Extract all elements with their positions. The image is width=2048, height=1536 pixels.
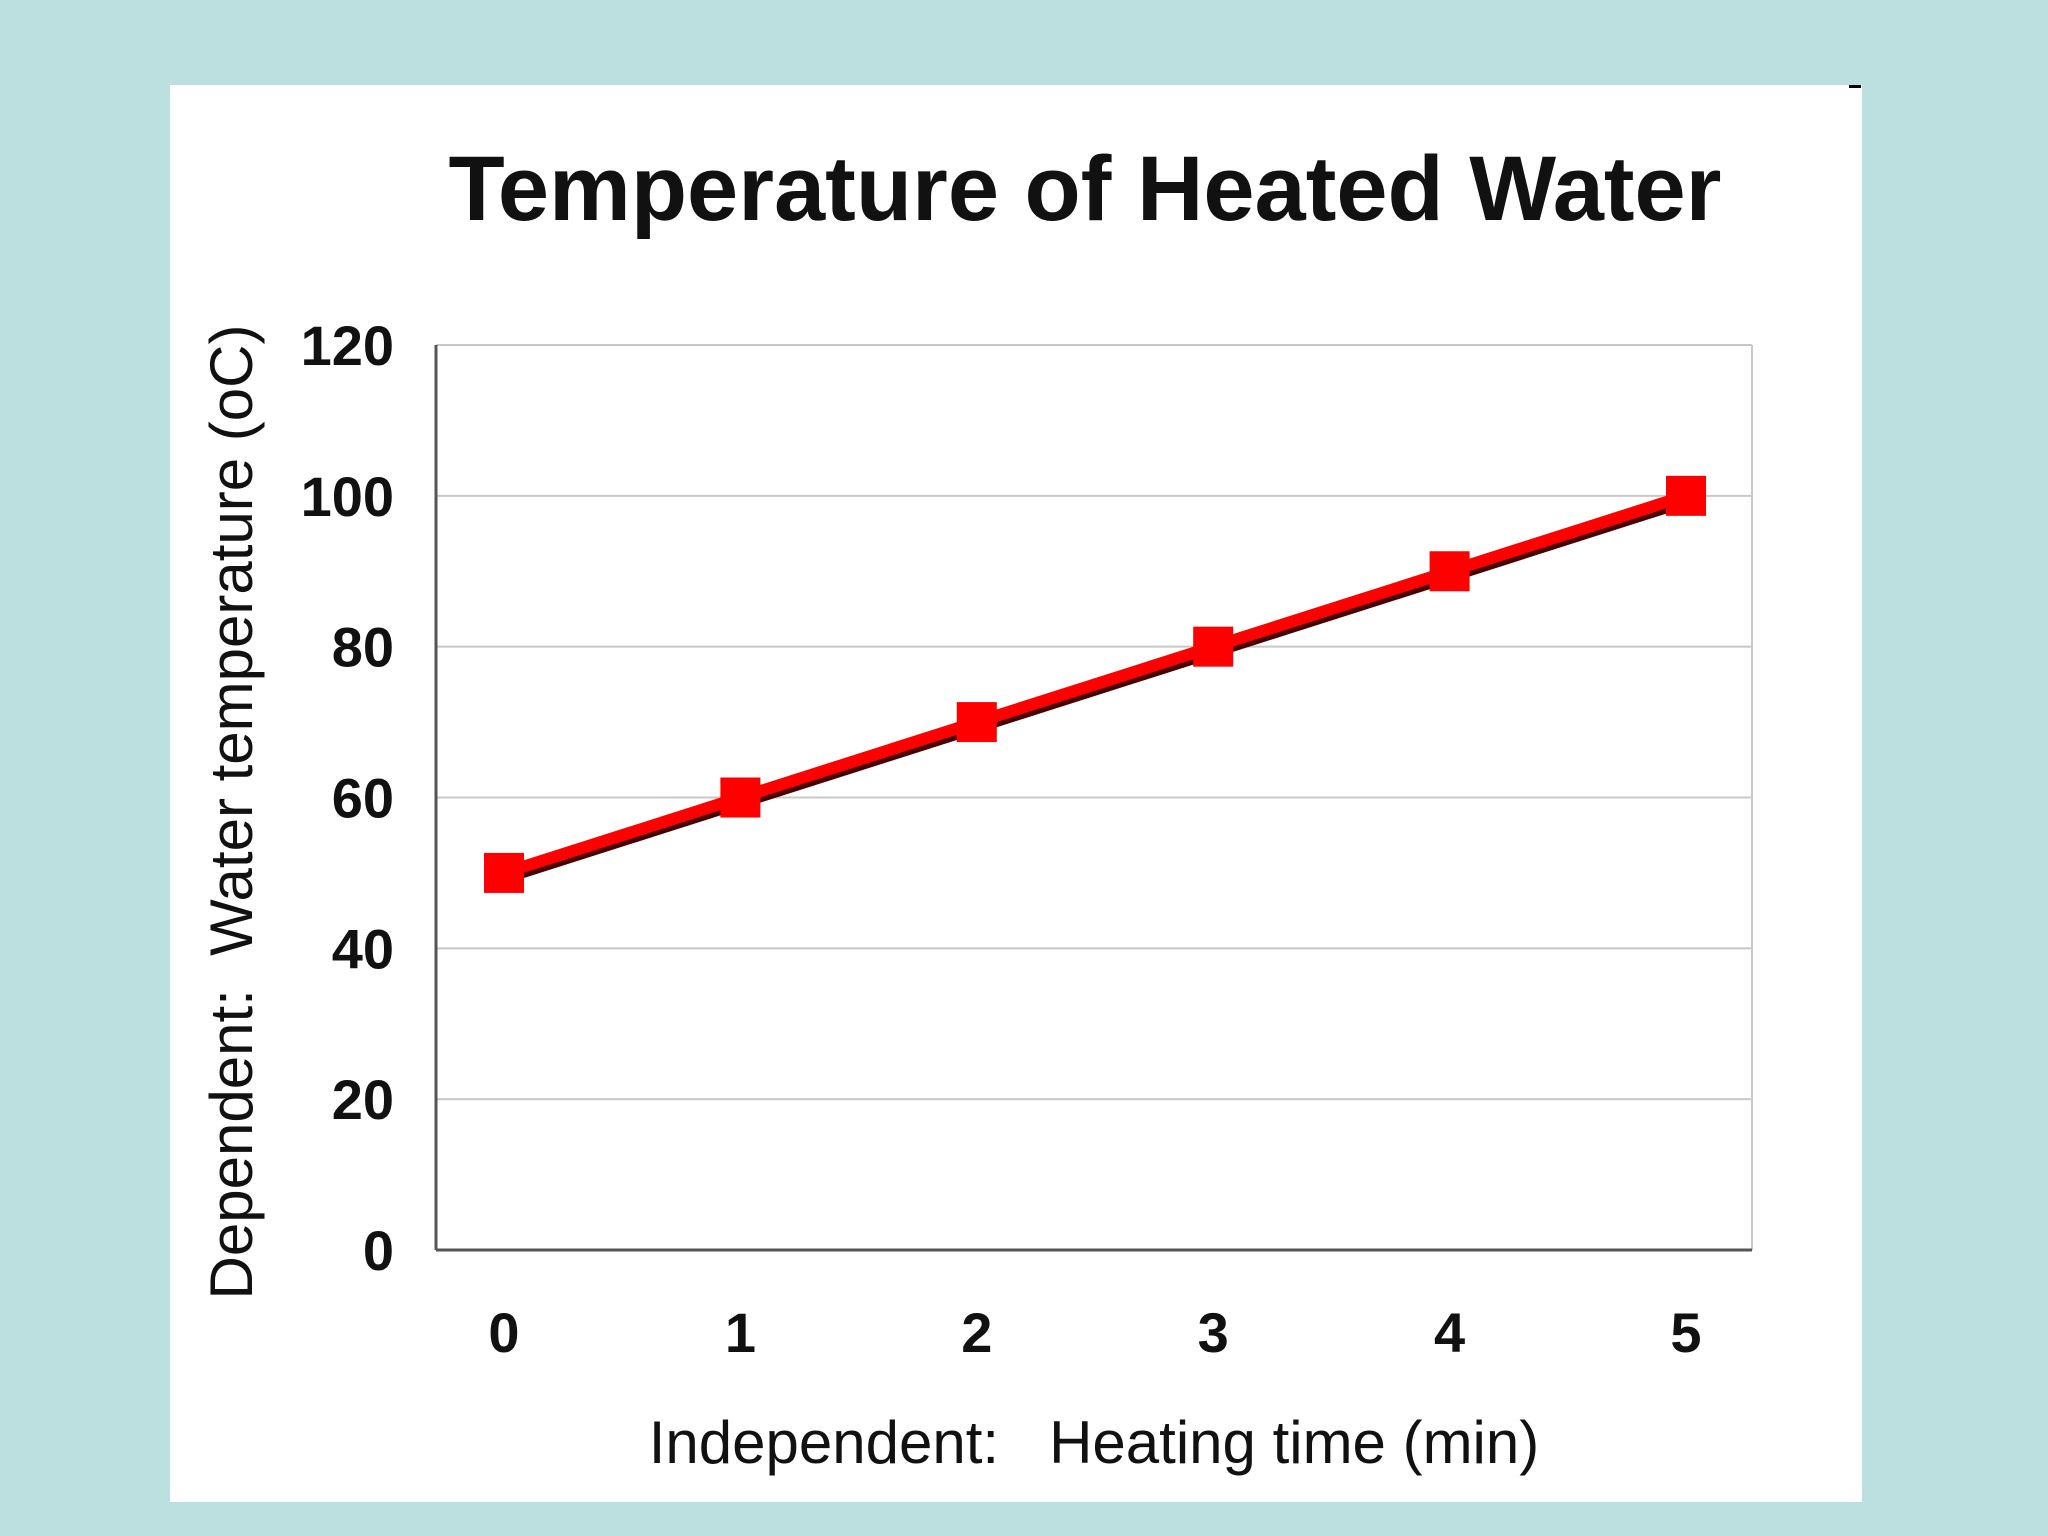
data-point-1 [720, 777, 761, 818]
stray-dash-mark [1849, 85, 1861, 88]
data-point-2 [956, 702, 997, 743]
y-tick-labels: 0 20 40 60 80 100 120 [301, 314, 394, 1282]
x-tick-label-5: 5 [1670, 1301, 1701, 1364]
y-tick-label-100: 100 [301, 465, 394, 528]
data-point-0 [484, 852, 524, 893]
x-axis-label: Independent: Heating time (min) [649, 1409, 1539, 1476]
plot-frame [434, 344, 1753, 1252]
data-point-4 [1429, 551, 1470, 592]
y-tick-label-120: 120 [301, 314, 394, 377]
x-tick-label-1: 1 [725, 1301, 756, 1364]
y-tick-label-0: 0 [363, 1219, 394, 1282]
x-tick-labels: 0 1 2 3 4 5 [488, 1301, 1701, 1364]
x-tick-label-3: 3 [1198, 1301, 1229, 1364]
y-tick-label-80: 80 [332, 616, 394, 679]
y-axis-label: Dependent: Water temperature (oC) [198, 325, 265, 1300]
chart-title: Temperature of Heated Water [449, 138, 1722, 240]
y-tick-label-40: 40 [332, 917, 394, 980]
x-tick-label-2: 2 [961, 1301, 992, 1364]
data-point-3 [1193, 626, 1234, 667]
series-water-temperature [484, 475, 1706, 893]
grid-lines [436, 344, 1752, 1101]
chart-panel [170, 85, 1862, 1502]
x-tick-label-4: 4 [1434, 1301, 1465, 1364]
y-tick-label-60: 60 [332, 767, 394, 830]
data-point-5 [1666, 475, 1706, 516]
x-tick-label-0: 0 [488, 1301, 519, 1364]
series-line [502, 490, 1688, 879]
y-tick-label-20: 20 [332, 1068, 394, 1131]
